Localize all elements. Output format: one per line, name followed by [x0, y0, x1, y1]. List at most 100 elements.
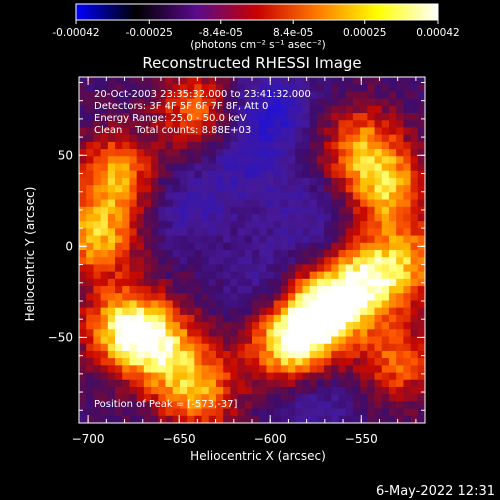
heatmap-cell [201, 343, 210, 352]
heatmap-cell [237, 177, 246, 186]
heatmap-cell [115, 358, 123, 366]
heatmap-cell [316, 264, 325, 273]
heatmap-cell [338, 415, 347, 423]
heatmap-cell [179, 105, 188, 114]
colorbar-tick-label: 0.00042 [416, 27, 459, 39]
heatmap-cell [295, 134, 304, 143]
heatmap-cell [115, 386, 123, 395]
y-axis-label: Heliocentric Y (arcsec) [23, 187, 37, 322]
heatmap-cell [86, 242, 95, 251]
heatmap-cell [179, 271, 188, 280]
heatmap-cell [93, 415, 102, 423]
heatmap-cell [187, 379, 195, 388]
heatmap-cell [237, 91, 246, 100]
heatmap-cell [208, 293, 217, 302]
heatmap-cell [266, 185, 275, 193]
heatmap-cell [417, 394, 425, 402]
heatmap-cell [223, 170, 231, 179]
heatmap-cell [273, 415, 282, 423]
heatmap-cell [244, 415, 253, 423]
heatmap-cell [201, 250, 210, 258]
heatmap-cell [417, 163, 425, 172]
heatmap-cell [158, 278, 167, 287]
heatmap-cell [223, 98, 231, 107]
heatmap-cell [352, 221, 361, 229]
heatmap-cell [201, 278, 210, 287]
heatmap-cell [100, 343, 109, 352]
heatmap-cell [208, 156, 217, 165]
heatmap-cell [324, 177, 332, 186]
heatmap-cell [338, 300, 347, 309]
heatmap-cell [309, 343, 318, 352]
heatmap-cell [165, 206, 174, 215]
heatmap-cell [179, 127, 188, 136]
heatmap-cell [396, 120, 404, 129]
heatmap-cell [259, 77, 268, 85]
heatmap-cell [295, 156, 304, 165]
heatmap-cell [252, 127, 260, 136]
heatmap-cell [86, 271, 95, 280]
heatmap-cell [403, 185, 412, 193]
heatmap-cell [374, 336, 383, 345]
heatmap-cell [172, 343, 181, 352]
heatmap-cell [338, 394, 347, 402]
heatmap-cell [93, 149, 102, 157]
heatmap-cell [86, 286, 95, 294]
heatmap-cell [107, 199, 116, 208]
heatmap-cell [295, 329, 304, 338]
heatmap-cell [309, 271, 318, 280]
heatmap-cell [417, 141, 425, 150]
heatmap-cell [302, 314, 311, 323]
heatmap-cell [208, 329, 217, 338]
heatmap-cell [388, 257, 397, 266]
heatmap-cell [381, 372, 390, 381]
heatmap-cell [86, 401, 95, 410]
heatmap-cell [338, 134, 347, 143]
heatmap-cell [388, 77, 397, 85]
heatmap-cell [280, 235, 289, 244]
heatmap-cell [331, 177, 340, 186]
heatmap-cell [309, 156, 318, 165]
heatmap-cell [107, 98, 116, 107]
heatmap-cell [244, 192, 253, 201]
heatmap-cell [86, 386, 95, 395]
heatmap-cell [172, 300, 181, 309]
heatmap-cell [396, 250, 404, 258]
heatmap-cell [403, 264, 412, 273]
heatmap-cell [136, 185, 145, 193]
heatmap-cell [230, 141, 239, 150]
heatmap-cell [208, 149, 217, 157]
heatmap-cell [388, 149, 397, 157]
heatmap-cell [79, 127, 87, 136]
heatmap-cell [129, 185, 138, 193]
heatmap-cell [352, 213, 361, 222]
heatmap-cell [151, 105, 159, 114]
heatmap-cell [143, 228, 152, 237]
heatmap-cell [143, 221, 152, 229]
heatmap-cell [381, 113, 390, 121]
heatmap-cell [360, 84, 368, 93]
heatmap-cell [252, 372, 260, 381]
heatmap-cell [288, 372, 296, 381]
heatmap-cell [280, 77, 289, 85]
heatmap-cell [396, 408, 404, 417]
heatmap-cell [107, 300, 116, 309]
heatmap-cell [143, 372, 152, 381]
heatmap-cell [223, 242, 231, 251]
heatmap-cell [259, 213, 268, 222]
heatmap-cell [136, 206, 145, 215]
heatmap-cell [273, 235, 282, 244]
heatmap-cell [107, 170, 116, 179]
heatmap-cell [273, 401, 282, 410]
heatmap-cell [280, 264, 289, 273]
heatmap-cell [280, 257, 289, 266]
heatmap-cell [388, 185, 397, 193]
heatmap-cell [360, 343, 368, 352]
heatmap-cell [115, 235, 123, 244]
heatmap-cell [115, 84, 123, 93]
heatmap-cell [288, 250, 296, 258]
heatmap-cell [187, 221, 195, 229]
heatmap-cell [338, 213, 347, 222]
heatmap-cell [374, 98, 383, 107]
heatmap-cell [374, 322, 383, 330]
